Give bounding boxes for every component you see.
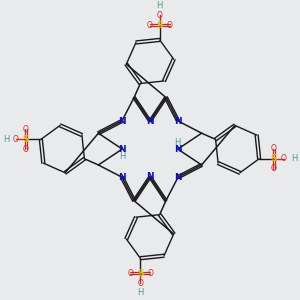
Text: N: N bbox=[118, 173, 126, 182]
Text: N: N bbox=[146, 172, 154, 182]
Text: H: H bbox=[137, 289, 143, 298]
Text: N: N bbox=[174, 116, 182, 125]
Text: N: N bbox=[146, 117, 154, 126]
Text: O: O bbox=[23, 125, 29, 134]
Text: H: H bbox=[157, 1, 163, 10]
Text: O: O bbox=[128, 268, 133, 278]
Text: O: O bbox=[281, 154, 287, 163]
Text: O: O bbox=[271, 144, 277, 153]
Text: N: N bbox=[118, 145, 126, 154]
Text: H: H bbox=[291, 154, 297, 163]
Text: N: N bbox=[174, 145, 182, 154]
Text: S: S bbox=[156, 20, 163, 29]
Text: O: O bbox=[137, 279, 143, 288]
Text: O: O bbox=[271, 164, 277, 173]
Text: O: O bbox=[23, 145, 29, 154]
Text: S: S bbox=[23, 135, 29, 144]
Text: O: O bbox=[157, 11, 163, 20]
Text: O: O bbox=[147, 268, 153, 278]
Text: O: O bbox=[13, 135, 19, 144]
Text: O: O bbox=[167, 20, 172, 29]
Text: S: S bbox=[137, 268, 144, 278]
Text: H: H bbox=[119, 152, 125, 160]
Text: H: H bbox=[3, 135, 9, 144]
Text: N: N bbox=[118, 116, 126, 125]
Text: N: N bbox=[174, 173, 182, 182]
Text: S: S bbox=[271, 154, 277, 163]
Text: H: H bbox=[175, 138, 181, 147]
Text: O: O bbox=[147, 20, 153, 29]
